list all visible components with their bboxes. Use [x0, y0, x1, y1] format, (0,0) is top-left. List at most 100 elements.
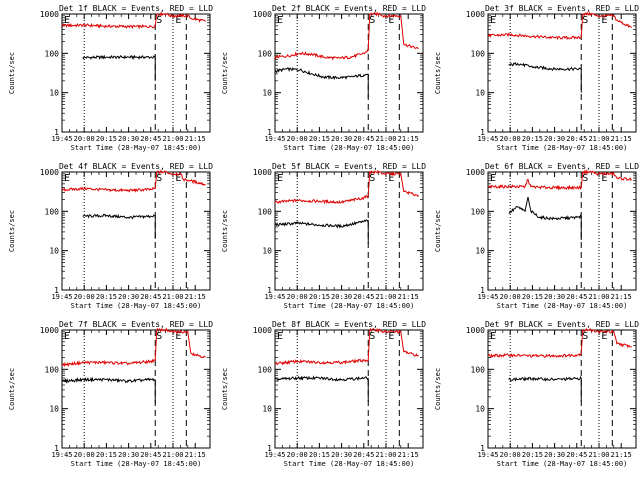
- lld-series-line: [487, 327, 632, 359]
- x-axis-label: Start Time (28-May-07 18:45:00): [71, 460, 202, 468]
- x-tick-label: 20:45: [566, 135, 587, 143]
- x-tick-label: 20:30: [544, 293, 565, 301]
- y-axis-label: Counts/sec: [434, 368, 442, 410]
- x-axis-label: Start Time (28-May-07 18:45:00): [497, 460, 628, 468]
- y-tick-label: 10: [475, 247, 485, 256]
- marker-s: S: [582, 15, 588, 26]
- x-tick-label: 21:00: [375, 451, 396, 459]
- marker-e: E: [388, 331, 394, 342]
- x-tick-label: 21:15: [398, 451, 419, 459]
- plot-frame: [61, 329, 211, 449]
- x-tick-label: 20:30: [544, 135, 565, 143]
- x-tick-label: 20:30: [118, 451, 139, 459]
- plot-title: Det 5f BLACK = Events, RED = LLD: [272, 162, 426, 171]
- y-tick-label: 1000: [40, 326, 59, 335]
- x-tick-label: 21:15: [611, 293, 632, 301]
- y-axis-label: Counts/sec: [8, 368, 16, 410]
- marker-e: E: [601, 331, 607, 342]
- marker-e: E: [277, 173, 283, 184]
- marker-e: E: [64, 173, 70, 184]
- y-tick-label: 10: [262, 89, 272, 98]
- x-tick-label: 20:30: [118, 293, 139, 301]
- x-axis-label: Start Time (28-May-07 18:45:00): [497, 144, 628, 152]
- detector-plot-2: Det 2f BLACK = Events, RED = LLD Counts/s…: [221, 4, 426, 152]
- marker-e: E: [490, 173, 496, 184]
- x-tick-label: 21:00: [588, 451, 609, 459]
- plot-frame: [487, 171, 637, 291]
- x-tick-label: 20:00: [74, 293, 95, 301]
- x-tick-label: 21:15: [398, 135, 419, 143]
- lld-series-line: [61, 170, 206, 193]
- plot-frame: [61, 13, 211, 133]
- events-series-line: [508, 196, 582, 221]
- marker-e: E: [490, 331, 496, 342]
- x-tick-label: 20:00: [500, 135, 521, 143]
- x-axis-label: Start Time (28-May-07 18:45:00): [284, 302, 415, 310]
- marker-s: S: [156, 15, 162, 26]
- y-tick-label: 10: [475, 405, 485, 414]
- marker-s: S: [369, 331, 375, 342]
- x-tick-label: 20:45: [353, 135, 374, 143]
- y-tick-label: 1000: [253, 10, 272, 19]
- y-tick-label: 1000: [40, 168, 59, 177]
- y-tick-label: 100: [258, 207, 273, 216]
- marker-e: E: [277, 331, 283, 342]
- y-tick-label: 10: [262, 247, 272, 256]
- y-axis-label: Counts/sec: [434, 210, 442, 252]
- x-tick-label: 20:00: [500, 451, 521, 459]
- events-series-line: [274, 219, 369, 229]
- y-axis-label: Counts/sec: [221, 368, 229, 410]
- x-tick-label: 21:00: [162, 451, 183, 459]
- lld-series-line: [275, 327, 419, 366]
- lld-series-line: [274, 11, 419, 61]
- y-tick-label: 10: [262, 405, 272, 414]
- x-tick-label: 21:15: [185, 451, 206, 459]
- x-tick-label: 21:15: [611, 451, 632, 459]
- detector-plot-7: Det 7f BLACK = Events, RED = LLD Counts/s…: [8, 320, 213, 468]
- y-axis-label: Counts/sec: [8, 210, 16, 252]
- events-series-line: [82, 54, 156, 60]
- marker-e: E: [175, 15, 181, 26]
- plot-frame: [274, 171, 424, 291]
- detector-plot-5: Det 5f BLACK = Events, RED = LLD Counts/s…: [221, 162, 426, 310]
- y-tick-label: 1: [54, 444, 59, 453]
- x-tick-label: 21:15: [611, 135, 632, 143]
- marker-e: E: [490, 15, 496, 26]
- events-series-line: [508, 61, 582, 72]
- plot-title: Det 1f BLACK = Events, RED = LLD: [59, 4, 213, 13]
- x-tick-label: 21:00: [162, 135, 183, 143]
- x-axis-label: Start Time (28-May-07 18:45:00): [284, 144, 415, 152]
- y-tick-label: 100: [471, 365, 486, 374]
- plot-title: Det 2f BLACK = Events, RED = LLD: [272, 4, 426, 13]
- detector-plot-3: Det 3f BLACK = Events, RED = LLD Counts/s…: [434, 4, 639, 152]
- x-tick-label: 19:45: [477, 451, 498, 459]
- marker-s: S: [156, 173, 162, 184]
- plot-frame: [487, 329, 637, 449]
- y-axis-label: Counts/sec: [221, 52, 229, 94]
- x-axis-label: Start Time (28-May-07 18:45:00): [71, 144, 202, 152]
- y-tick-label: 100: [471, 49, 486, 58]
- x-tick-label: 20:30: [331, 135, 352, 143]
- x-tick-label: 20:45: [566, 293, 587, 301]
- plot-title: Det 3f BLACK = Events, RED = LLD: [485, 4, 639, 13]
- plot-title: Det 8f BLACK = Events, RED = LLD: [272, 320, 426, 329]
- x-tick-label: 19:45: [477, 293, 498, 301]
- plot-title: Det 4f BLACK = Events, RED = LLD: [59, 162, 213, 171]
- y-tick-label: 1: [267, 286, 272, 295]
- marker-e: E: [64, 331, 70, 342]
- x-tick-label: 20:00: [500, 293, 521, 301]
- x-tick-label: 19:45: [477, 135, 498, 143]
- x-tick-label: 20:45: [140, 135, 161, 143]
- y-tick-label: 100: [45, 365, 60, 374]
- plot-title: Det 6f BLACK = Events, RED = LLD: [485, 162, 639, 171]
- detector-plot-8: Det 8f BLACK = Events, RED = LLD Counts/s…: [221, 320, 426, 468]
- x-tick-label: 20:15: [309, 451, 330, 459]
- x-tick-label: 21:15: [185, 293, 206, 301]
- x-tick-label: 19:45: [264, 293, 285, 301]
- marker-s: S: [156, 331, 162, 342]
- x-tick-label: 19:45: [51, 293, 72, 301]
- x-tick-label: 21:15: [185, 135, 206, 143]
- marker-s: S: [582, 173, 588, 184]
